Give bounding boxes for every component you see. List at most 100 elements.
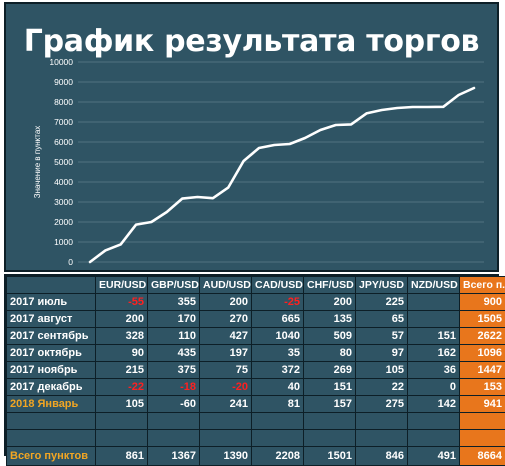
table-cell: 110 [148,328,200,345]
table-cell: 22 [356,379,408,396]
table-cell: 162 [408,345,460,362]
row-label: 2017 август [7,311,96,328]
column-header: GBP/USD [148,277,200,294]
column-header: AUD/USD [200,277,252,294]
table-cell: -20 [200,379,252,396]
table-cell: 151 [408,328,460,345]
row-label: 2017 декабрь [7,379,96,396]
table-cell: 846 [356,447,408,466]
table-cell: -22 [96,379,148,396]
table-cell: 170 [148,311,200,328]
table-cell: 2622 [460,328,505,345]
y-axis-label: Значение в пунктах [33,126,42,199]
table-cell: 861 [96,447,148,466]
table-cell: 0 [408,379,460,396]
empty-cell [408,430,460,447]
table-cell: 200 [304,294,356,311]
table-cell: 36 [408,362,460,379]
empty-cell [96,430,148,447]
table-cell: 197 [200,345,252,362]
y-tick-label: 9000 [54,77,73,87]
column-header: CHF/USD [304,277,356,294]
table-cell: 135 [304,311,356,328]
table-cell: 157 [304,396,356,413]
empty-cell [200,413,252,430]
table-cell: 1040 [252,328,304,345]
empty-cell [252,430,304,447]
table-cell [408,294,460,311]
column-header: EUR/USD [96,277,148,294]
table-cell: 35 [252,345,304,362]
empty-cell [304,413,356,430]
empty-cell [148,430,200,447]
row-label: 2017 июль [7,294,96,311]
table-cell: 1501 [304,447,356,466]
table-cell: 372 [252,362,304,379]
table-cell: 491 [408,447,460,466]
table-cell: 153 [460,379,505,396]
table-cell: 1505 [460,311,505,328]
table-cell: 225 [356,294,408,311]
header-corner [7,277,96,294]
spacer-row [7,413,505,430]
table-cell: -25 [252,294,304,311]
spacer-row [7,430,505,447]
table-cell: 1447 [460,362,505,379]
table-cell: 142 [408,396,460,413]
table-cell: 509 [304,328,356,345]
empty-cell [356,430,408,447]
table-cell: 435 [148,345,200,362]
y-tick-label: 7000 [54,117,73,127]
empty-cell [252,413,304,430]
table-cell: 941 [460,396,505,413]
table-cell: 200 [200,294,252,311]
table-cell: 65 [356,311,408,328]
empty-cell [96,413,148,430]
table-cell: -55 [96,294,148,311]
table-cell: 375 [148,362,200,379]
table-cell: 270 [200,311,252,328]
row-label: 2017 октябрь [7,345,96,362]
table-cell: 8664 [460,447,505,466]
column-header: JPY/USD [356,277,408,294]
table-cell: 215 [96,362,148,379]
y-tick-label: 8000 [54,97,73,107]
row-label: 2017 сентябрь [7,328,96,345]
table-cell [408,311,460,328]
column-header: CAD/USD [252,277,304,294]
row-label: Всего пунктов [7,447,96,466]
row-label: 2017 ноябрь [7,362,96,379]
empty-cell [200,430,252,447]
table-cell: 80 [304,345,356,362]
column-header: NZD/USD [408,277,460,294]
empty-cell [460,430,505,447]
table-cell: 1096 [460,345,505,362]
table-cell: 275 [356,396,408,413]
y-tick-label: 5000 [54,157,73,167]
chart-title: График результата торгов [6,24,497,60]
table-cell: 57 [356,328,408,345]
table-cell: -60 [148,396,200,413]
row-label: 2018 Январь [7,396,96,413]
y-tick-label: 2000 [54,217,73,227]
empty-cell [148,413,200,430]
table-cell: 1390 [200,447,252,466]
table-cell: 2208 [252,447,304,466]
table-cell: 75 [200,362,252,379]
empty-cell [7,413,96,430]
table-cell: 328 [96,328,148,345]
empty-cell [356,413,408,430]
table-cell: 427 [200,328,252,345]
table-cell: 81 [252,396,304,413]
y-tick-label: 6000 [54,137,73,147]
